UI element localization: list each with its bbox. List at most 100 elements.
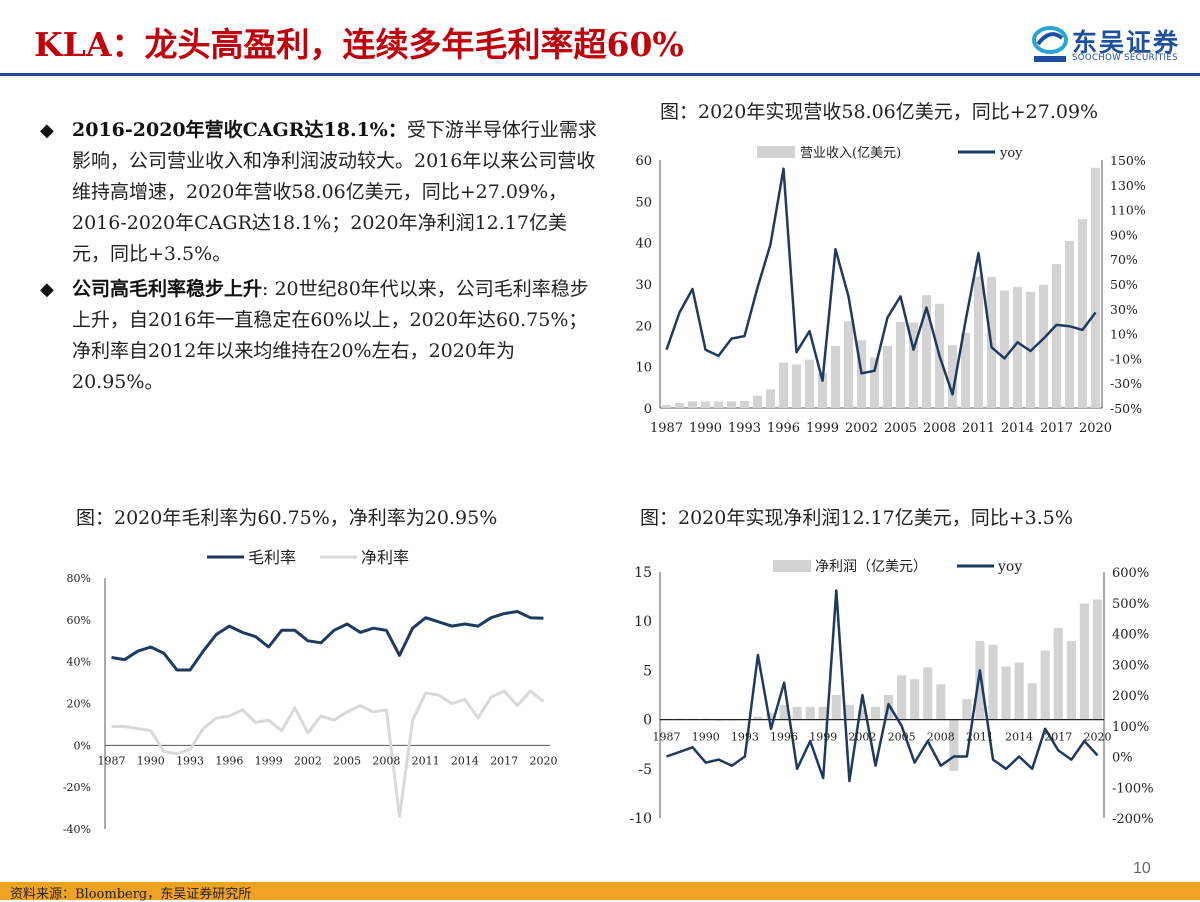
revenue-x-tick: 1987 bbox=[650, 421, 683, 436]
margin-x-tick: 1996 bbox=[215, 754, 243, 767]
netprofit-right-tick: 500% bbox=[1112, 597, 1149, 612]
revenue-x-tick: 2008 bbox=[923, 421, 956, 436]
netprofit-left-tick: 10 bbox=[634, 614, 652, 630]
revenue-right-tick: 70% bbox=[1110, 252, 1138, 267]
margin-x-tick: 2011 bbox=[412, 754, 440, 767]
margin-x-tick: 2005 bbox=[333, 754, 361, 767]
netprofit-bar bbox=[844, 704, 854, 720]
netprofit-legend-bar-label: 净利润（亿美元） bbox=[815, 559, 927, 575]
margin-x-tick: 1987 bbox=[98, 754, 126, 767]
revenue-bar bbox=[856, 340, 867, 408]
revenue-bar bbox=[1025, 291, 1036, 408]
netprofit-right-tick: -100% bbox=[1112, 781, 1154, 796]
netprofit-bar bbox=[792, 706, 802, 720]
margin-y-tick: -40% bbox=[63, 823, 91, 836]
revenue-yoy-line bbox=[665, 167, 1097, 396]
netprofit-bar bbox=[766, 712, 776, 720]
netprofit-bar bbox=[1014, 662, 1024, 720]
bullet-text: : 20世纪80年代以来，公司毛利率稳步上升，自2016年一直稳定在60%以上，… bbox=[72, 278, 589, 393]
netprofit-bar bbox=[923, 667, 933, 720]
revenue-bar bbox=[1064, 241, 1075, 408]
netprofit-bar bbox=[701, 718, 711, 720]
netprofit-legend-line-label: yoy bbox=[997, 559, 1022, 575]
margin-chart-caption: 图：2020年毛利率为60.75%，净利率为20.95% bbox=[76, 507, 498, 529]
margin-y-tick: 80% bbox=[67, 572, 91, 585]
netprofit-bar bbox=[949, 719, 959, 771]
netprofit-bar bbox=[675, 718, 685, 720]
revenue-right-tick: 110% bbox=[1110, 203, 1146, 218]
revenue-legend-bar-swatch bbox=[757, 146, 795, 158]
netprofit-x-tick: 1996 bbox=[770, 731, 798, 744]
revenue-x-tick: 2011 bbox=[962, 421, 995, 436]
revenue-bar bbox=[921, 295, 932, 408]
netprofit-bar bbox=[870, 706, 881, 720]
header-divider bbox=[0, 73, 1200, 76]
netprofit-left-tick: 5 bbox=[643, 663, 652, 679]
revenue-bar bbox=[661, 405, 672, 408]
revenue-bar bbox=[674, 403, 685, 408]
netprofit-yoy-line bbox=[666, 589, 1099, 783]
netprofit-bar bbox=[1079, 603, 1089, 720]
netprofit-bar bbox=[714, 719, 724, 721]
netprofit-x-tick: 2011 bbox=[966, 731, 994, 744]
bullet-heading: 2016-2020年营收CAGR达18.1%： bbox=[72, 119, 407, 141]
company-logo: 东吴证券 SOOCHOW SECURITIES bbox=[1030, 22, 1190, 68]
netprofit-x-tick: 1987 bbox=[653, 731, 681, 744]
revenue-right-tick: 130% bbox=[1110, 178, 1146, 193]
margin-y-tick: 40% bbox=[67, 656, 91, 669]
netprofit-left-tick: 15 bbox=[634, 565, 652, 581]
bullet-item-margin: ◆ 公司高毛利率稳步上升: 20世纪80年代以来，公司毛利率稳步上升，自2016… bbox=[40, 274, 600, 398]
revenue-bar bbox=[752, 395, 763, 408]
revenue-left-tick: 30 bbox=[635, 278, 652, 293]
revenue-right-tick: 50% bbox=[1110, 277, 1138, 292]
revenue-x-tick: 2002 bbox=[845, 421, 878, 436]
page-title: KLA：龙头高盈利，连续多年毛利率超60% bbox=[34, 25, 684, 64]
net-margin-line bbox=[111, 689, 545, 818]
revenue-x-tick: 1990 bbox=[689, 421, 722, 436]
revenue-x-tick: 2014 bbox=[1001, 421, 1034, 436]
bullet-body: 公司高毛利率稳步上升: 20世纪80年代以来，公司毛利率稳步上升，自2016年一… bbox=[72, 274, 600, 398]
margin-x-tick: 1999 bbox=[255, 754, 283, 767]
revenue-bar bbox=[1090, 167, 1101, 408]
netprofit-x-tick: 1993 bbox=[731, 731, 759, 744]
bullet-item-revenue: ◆ 2016-2020年营收CAGR达18.1%：受下游半导体行业需求影响，公司… bbox=[40, 115, 600, 270]
netprofit-bar bbox=[1066, 640, 1076, 720]
page-number: 10 bbox=[1133, 860, 1151, 877]
revenue-bar bbox=[1077, 219, 1088, 408]
netprofit-x-tick: 2008 bbox=[927, 731, 955, 744]
revenue-x-tick: 2017 bbox=[1040, 421, 1073, 436]
netprofit-x-tick: 2017 bbox=[1044, 731, 1072, 744]
netprofit-bar bbox=[779, 704, 789, 720]
revenue-bar bbox=[843, 321, 854, 408]
revenue-bar bbox=[1051, 264, 1062, 408]
margin-x-tick: 1990 bbox=[137, 754, 165, 767]
margin-y-tick: 20% bbox=[67, 698, 91, 711]
revenue-bar bbox=[934, 303, 945, 408]
revenue-bar bbox=[999, 290, 1010, 408]
diamond-icon: ◆ bbox=[40, 279, 54, 300]
netprofit-right-tick: 0% bbox=[1112, 751, 1133, 766]
revenue-bar bbox=[687, 401, 698, 408]
netprofit-bar bbox=[805, 706, 815, 720]
netprofit-x-tick: 2020 bbox=[1083, 731, 1111, 744]
bullet-body: 2016-2020年营收CAGR达18.1%：受下游半导体行业需求影响，公司营业… bbox=[72, 115, 600, 270]
revenue-bar bbox=[882, 346, 893, 408]
netprofit-bar bbox=[857, 709, 867, 720]
netprofit-bar bbox=[753, 716, 763, 720]
revenue-x-tick: 2005 bbox=[884, 421, 917, 436]
netprofit-right-tick: -200% bbox=[1112, 812, 1154, 827]
revenue-bar bbox=[700, 401, 711, 408]
revenue-right-tick: -50% bbox=[1110, 401, 1142, 416]
diamond-icon: ◆ bbox=[40, 120, 54, 141]
netprofit-x-tick: 2005 bbox=[888, 731, 916, 744]
netprofit-bar bbox=[1001, 666, 1011, 720]
revenue-bar bbox=[765, 389, 776, 408]
netprofit-right-tick: 600% bbox=[1112, 566, 1149, 581]
revenue-right-tick: 10% bbox=[1110, 327, 1138, 342]
netprofit-bar bbox=[975, 640, 985, 720]
netprofit-legend-bar-swatch bbox=[773, 560, 811, 572]
netprofit-x-tick: 1990 bbox=[692, 731, 720, 744]
revenue-bar bbox=[908, 322, 919, 408]
logo-chinese: 东吴证券 bbox=[1072, 28, 1181, 57]
netprofit-x-tick: 2002 bbox=[848, 731, 876, 744]
